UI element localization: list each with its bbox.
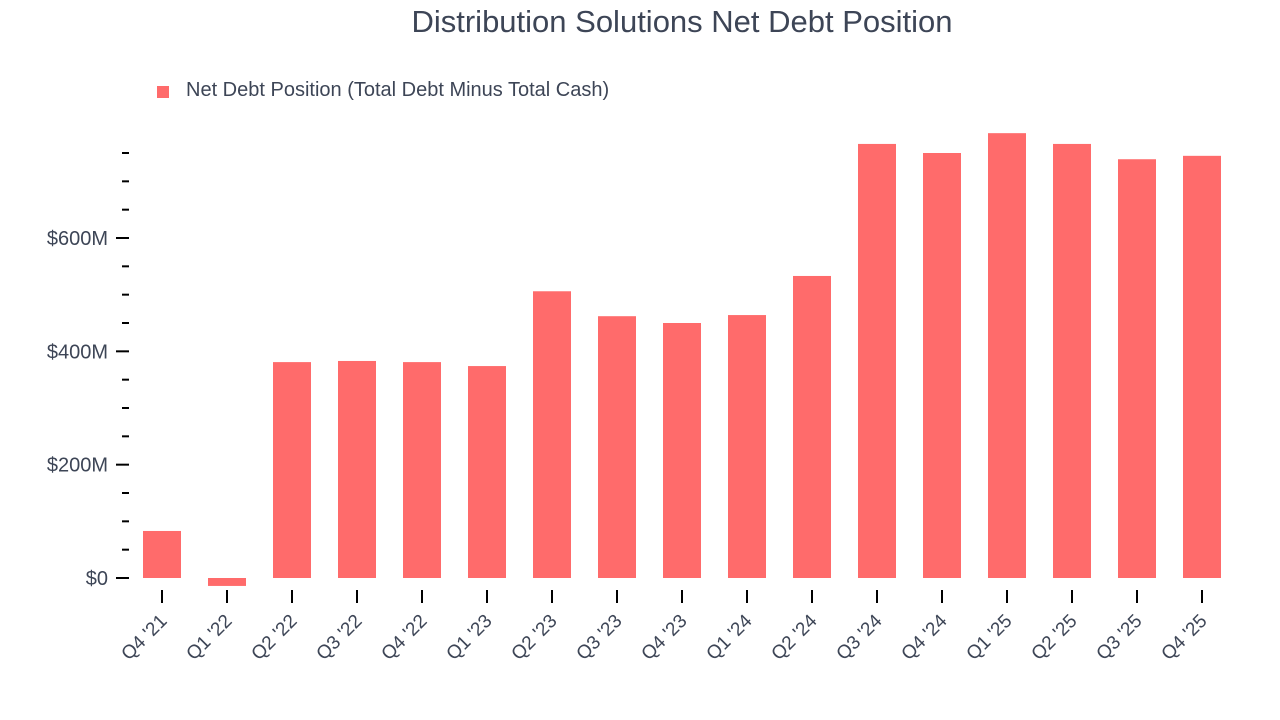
bar (923, 153, 961, 578)
x-tick-label: Q2 '22 (248, 611, 302, 665)
x-tick-label: Q4 '21 (118, 611, 172, 665)
x-tick-label: Q1 '22 (183, 611, 237, 665)
bar (858, 143, 896, 578)
legend: Net Debt Position (Total Debt Minus Tota… (157, 79, 609, 102)
bar (338, 360, 376, 578)
x-tick-label: Q2 '23 (508, 611, 562, 665)
y-tick-label: $200M (47, 455, 108, 477)
bar (208, 578, 246, 586)
x-tick-label: Q3 '24 (833, 610, 887, 664)
legend-label: Net Debt Position (Total Debt Minus Tota… (186, 79, 610, 101)
x-tick-label: Q3 '23 (573, 611, 627, 665)
bar (663, 323, 701, 578)
y-tick-label: $600M (47, 228, 108, 250)
bar (1118, 159, 1156, 578)
x-tick-label: Q1 '24 (703, 610, 757, 664)
bar (403, 362, 441, 578)
bar (1053, 143, 1091, 578)
x-tick-label: Q4 '24 (898, 610, 952, 664)
bar (728, 315, 766, 578)
legend-swatch (157, 86, 169, 98)
x-tick-label: Q1 '23 (443, 611, 497, 665)
x-tick-label: Q1 '25 (963, 611, 1017, 665)
x-tick-label: Q3 '22 (313, 611, 367, 665)
bar (533, 291, 571, 578)
y-tick-label: $400M (47, 341, 108, 363)
bar (468, 366, 506, 578)
x-tick-label: Q3 '25 (1093, 611, 1147, 665)
bar (598, 316, 636, 578)
y-tick-label: $0 (86, 568, 108, 590)
bar (1183, 155, 1221, 579)
bar (143, 530, 181, 578)
chart-title: Distribution Solutions Net Debt Position (411, 4, 953, 39)
x-tick-label: Q2 '24 (768, 610, 822, 664)
x-tick-label: Q4 '25 (1158, 611, 1212, 665)
x-tick-label: Q4 '23 (638, 611, 692, 665)
bar (273, 362, 311, 578)
x-tick-label: Q4 '22 (378, 611, 432, 665)
bar (793, 275, 831, 578)
x-tick-label: Q2 '25 (1028, 611, 1082, 665)
bar (988, 133, 1026, 578)
